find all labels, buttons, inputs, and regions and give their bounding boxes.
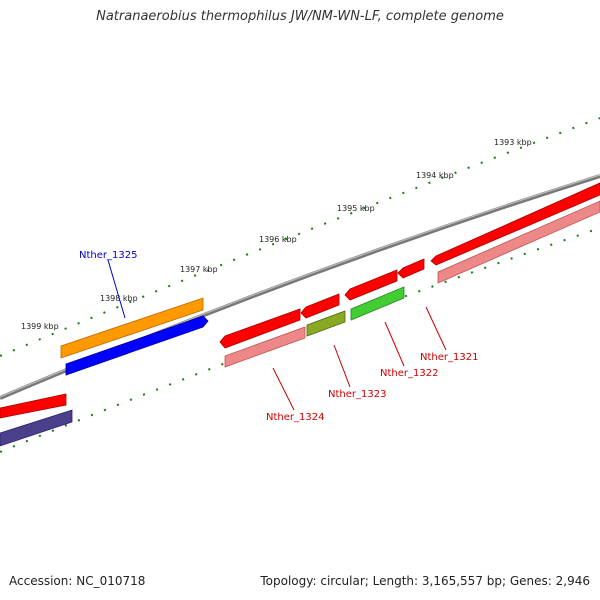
kbp-label: 1396 kbp <box>259 235 297 244</box>
map-title: Natranaerobius thermophilus JW/NM-WN-LF,… <box>96 9 504 24</box>
label-leaders <box>107 259 447 411</box>
kbp-label: 1399 kbp <box>21 322 59 331</box>
gene-label-nther-1322[interactable]: Nther_1322 <box>380 368 438 379</box>
accession-text: Accession: NC_010718 <box>9 574 146 588</box>
gene-arrow[interactable] <box>350 286 405 321</box>
gene-arrow[interactable] <box>430 182 600 266</box>
kbp-label: 1397 kbp <box>180 265 218 274</box>
gene-arrow[interactable] <box>397 258 425 279</box>
rna-features <box>60 297 209 376</box>
kbp-label: 1393 kbp <box>494 138 532 147</box>
gene-label-nther-1324[interactable]: Nther_1324 <box>266 412 324 423</box>
gene-label-nther-1323[interactable]: Nther_1323 <box>328 389 386 400</box>
gene-arrow[interactable] <box>224 326 306 368</box>
lower-track <box>0 200 600 447</box>
gene-arrow[interactable] <box>300 293 340 319</box>
gene-arrow[interactable] <box>344 269 398 301</box>
kbp-label: 1395 kbp <box>337 204 375 213</box>
gene-label-nther-1325[interactable]: Nther_1325 <box>79 250 137 261</box>
kbp-label: 1394 kbp <box>416 171 454 180</box>
gene-arrow[interactable] <box>65 315 209 376</box>
gene-arrow[interactable] <box>306 310 346 337</box>
gene-arrow[interactable] <box>437 200 600 284</box>
gene-label-nther-1321[interactable]: Nther_1321 <box>420 352 478 363</box>
gene-arrow[interactable] <box>0 393 67 419</box>
gene-arrow[interactable] <box>219 308 301 349</box>
forward-track <box>0 182 600 419</box>
gene-arrow[interactable] <box>60 297 204 359</box>
gene-arrow[interactable] <box>0 409 73 447</box>
topology-text: Topology: circular; Length: 3,165,557 bp… <box>260 574 590 588</box>
